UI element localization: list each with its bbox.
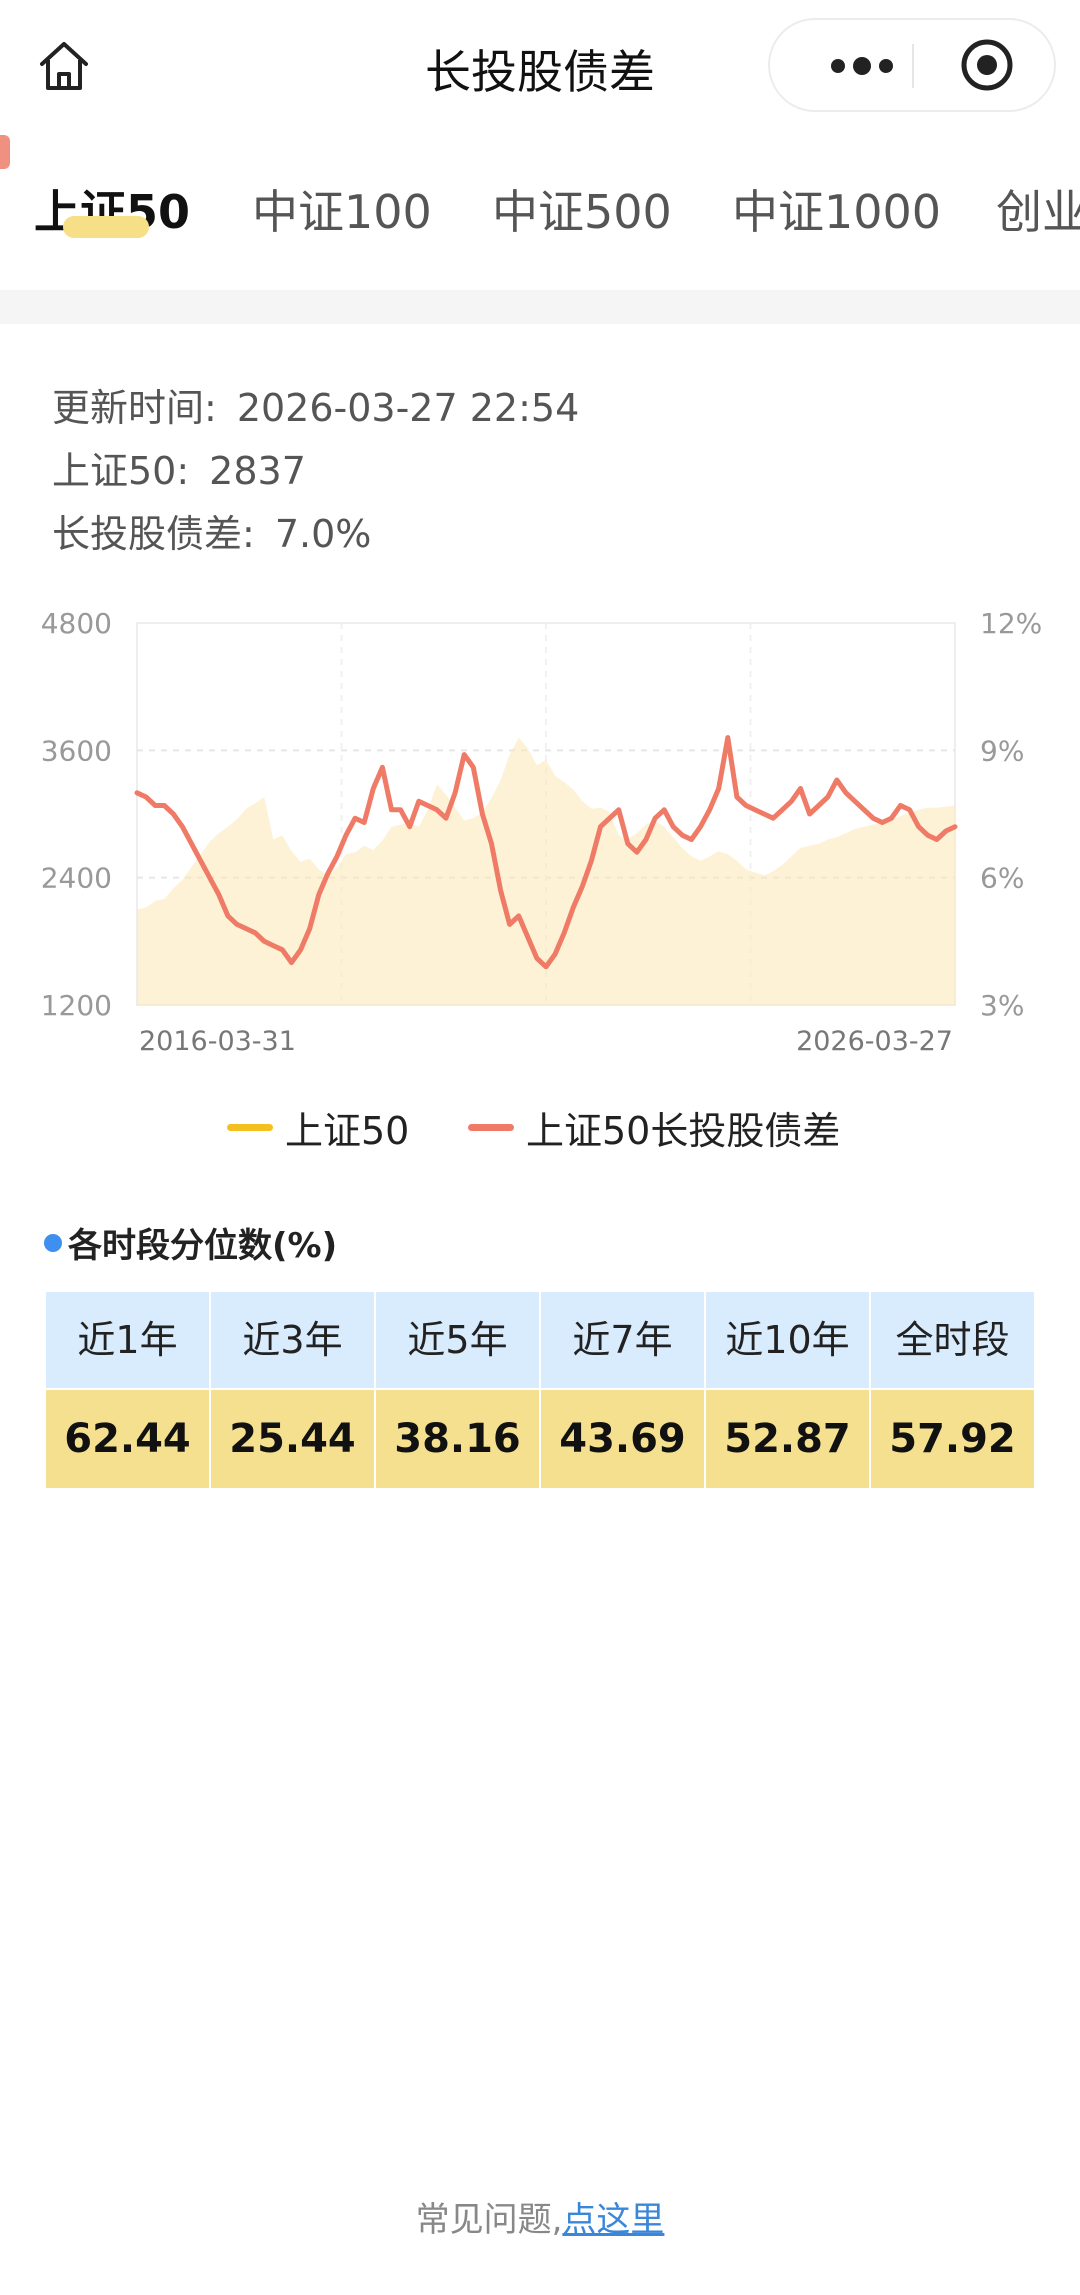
- legend-label-spread[interactable]: 上证50长投股债差: [526, 1109, 841, 1153]
- page-title: 长投股债差: [425, 45, 655, 99]
- y-right-tick-label: 6%: [980, 862, 1024, 895]
- x-start-label: 2016-03-31: [139, 1026, 296, 1057]
- tab-zz100[interactable]: 中证100: [252, 185, 432, 239]
- index-value: 2837: [209, 449, 306, 493]
- faq-link[interactable]: 点这里: [562, 2200, 665, 2240]
- header-1y: 近1年: [46, 1292, 209, 1388]
- value-10y: 52.87: [706, 1390, 869, 1488]
- value-all: 57.92: [871, 1390, 1034, 1488]
- legend-swatch-index: [227, 1124, 273, 1131]
- header-all: 全时段: [871, 1292, 1034, 1388]
- value-5y: 38.16: [376, 1390, 539, 1488]
- percentile-title: 各时段分位数(%): [68, 1226, 338, 1266]
- y-left-tick-label: 1200: [41, 989, 112, 1022]
- x-end-label: 2026-03-27: [796, 1026, 953, 1057]
- y-left-tick-label: 4800: [41, 607, 112, 640]
- legend-swatch-spread: [468, 1124, 514, 1131]
- edge-marker: [0, 135, 10, 169]
- update-time-row: 更新时间: 2026-03-27 22:54: [52, 377, 579, 432]
- section-divider: [0, 290, 1080, 324]
- index-tabs: 上证50 中证100 中证500 中证1000 创业: [0, 170, 1080, 280]
- y-right-tick-label: 12%: [980, 607, 1042, 640]
- spread-chart[interactable]: 4800 12% 3600 9% 2400 6% 1200 3% 2016-03-31 2026-…: [0, 595, 1080, 1065]
- index-area-series: [137, 737, 955, 1005]
- chart-legend: 上证50 上证50长投股债差: [0, 1100, 1080, 1153]
- nav-bar: 长投股债差: [0, 0, 1080, 132]
- spread-value: 7.0%: [274, 512, 372, 556]
- y-right-tick-label: 3%: [980, 989, 1024, 1022]
- update-time-label: 更新时间:: [52, 386, 217, 430]
- update-time-value: 2026-03-27 22:54: [236, 386, 580, 430]
- spread-label: 长投股债差:: [52, 512, 255, 556]
- spread-line-series: [134, 735, 958, 970]
- close-miniprogram-icon[interactable]: [957, 35, 1017, 95]
- more-icon[interactable]: [810, 20, 920, 110]
- active-tab-indicator: [63, 216, 149, 238]
- faq-text: 常见问题,: [415, 2200, 563, 2240]
- y-left-tick-label: 2400: [41, 862, 112, 895]
- home-icon[interactable]: [34, 36, 94, 96]
- miniprogram-capsule: [768, 18, 1056, 112]
- legend-label-index[interactable]: 上证50: [285, 1109, 410, 1153]
- chart-svg: 4800 12% 3600 9% 2400 6% 1200 3% 2016-03-31 2026-…: [41, 607, 1043, 1057]
- faq-footer: 常见问题,点这里: [0, 2192, 1080, 2241]
- header-10y: 近10年: [706, 1292, 869, 1388]
- y-left-tick-label: 3600: [41, 734, 112, 767]
- tab-zz1000[interactable]: 中证1000: [732, 185, 942, 239]
- header-7y: 近7年: [541, 1292, 704, 1388]
- header-3y: 近3年: [211, 1292, 374, 1388]
- value-7y: 43.69: [541, 1390, 704, 1488]
- capsule-divider: [912, 44, 914, 88]
- tab-cyb[interactable]: 创业: [996, 185, 1080, 239]
- tab-zz500[interactable]: 中证500: [492, 185, 672, 239]
- value-1y: 62.44: [46, 1390, 209, 1488]
- y-right-tick-label: 9%: [980, 734, 1024, 767]
- index-value-label: 上证50:: [52, 449, 190, 493]
- percentile-table: 近1年 近3年 近5年 近7年 近10年 全时段 62.44 25.44 38.…: [46, 1292, 1034, 1488]
- value-3y: 25.44: [211, 1390, 374, 1488]
- spread-row: 长投股债差: 7.0%: [52, 503, 371, 558]
- index-value-row: 上证50: 2837: [52, 440, 306, 495]
- section-bullet-icon: [44, 1234, 62, 1252]
- header-5y: 近5年: [376, 1292, 539, 1388]
